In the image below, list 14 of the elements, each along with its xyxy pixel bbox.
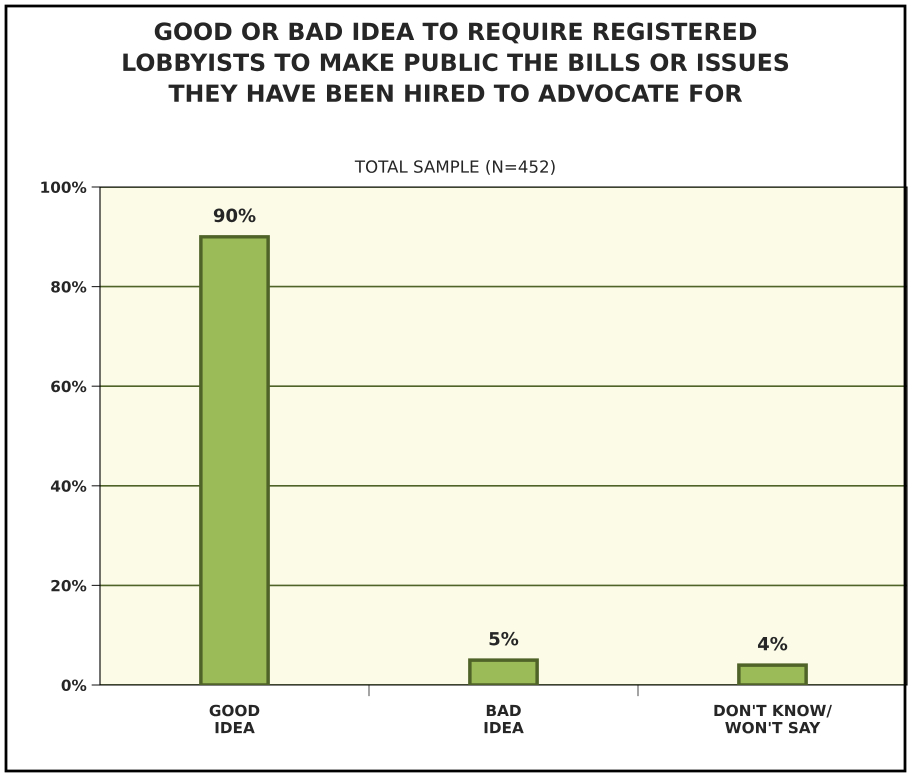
chart-subtitle: TOTAL SAMPLE (N=452) (354, 160, 555, 175)
x-tick-label: GOOD IDEA (210, 704, 260, 734)
x-tick-label: DON'T KNOW/ WON'T SAY (714, 704, 832, 734)
y-tick-label: 0% (62, 679, 86, 692)
y-tick-label: 20% (51, 580, 86, 592)
x-tick-label: BAD IDEA (484, 704, 524, 734)
y-tick-label: 100% (41, 181, 86, 194)
y-tick-label: 80% (51, 281, 86, 293)
y-tick-label: 40% (50, 480, 86, 492)
chart-title: GOOD OR BAD IDEA TO REQUIRE REGISTERED LOBBYISTS TO MAKE PUBLIC THE BILLS OR ISSUES THEY HAVE BEEN HIRED TO ADVOCATE FOR (123, 22, 788, 102)
data-label: 5% (490, 632, 518, 646)
data-label: 90% (214, 208, 256, 222)
data-label: 4% (758, 636, 788, 650)
y-tick-label: 60% (51, 380, 86, 392)
